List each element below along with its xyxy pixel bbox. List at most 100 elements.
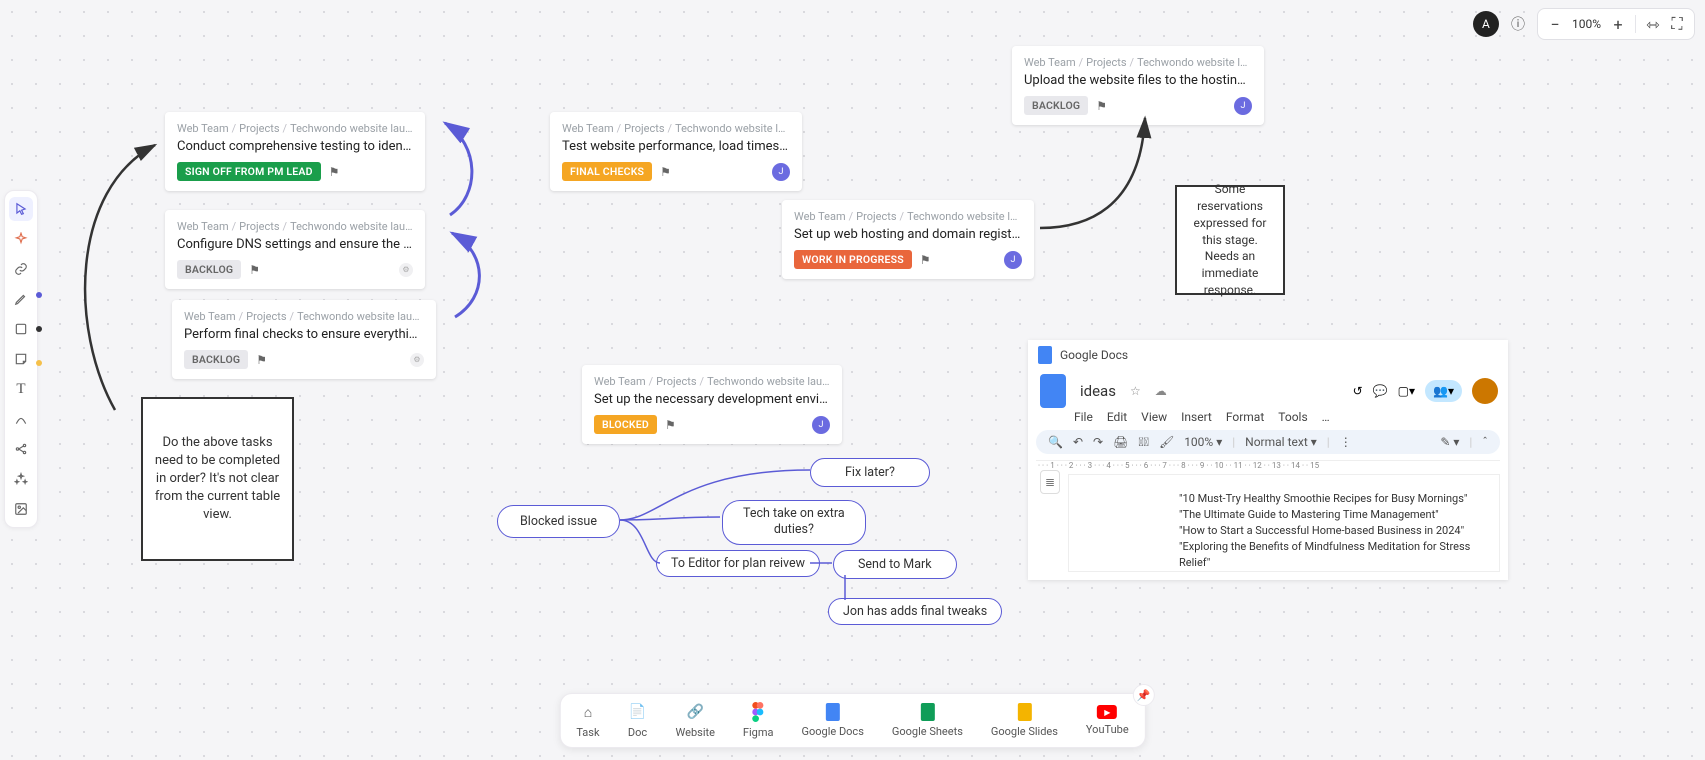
task-card[interactable]: Web Team/Projects/Techwondo website laun…	[782, 200, 1034, 279]
sticky-tool[interactable]	[9, 347, 33, 371]
menu-tools[interactable]: Tools	[1278, 410, 1307, 424]
flag-icon[interactable]: ⚑	[256, 353, 267, 367]
pen-tool[interactable]	[9, 287, 33, 311]
menu-insert[interactable]: Insert	[1181, 410, 1212, 424]
gdoc-line: "Top 5 Travel Destinations for Adventure…	[1179, 571, 1479, 572]
text-tool[interactable]: T	[9, 377, 33, 401]
fullscreen-icon[interactable]: ⛶	[1666, 14, 1688, 34]
gdoc-menu: File Edit View Insert Format Tools …	[1028, 410, 1508, 430]
zoom-out-button[interactable]: −	[1544, 15, 1566, 34]
menu-file[interactable]: File	[1074, 410, 1093, 424]
assignee-avatar[interactable]: J	[772, 163, 790, 181]
mindmap-tool[interactable]	[9, 437, 33, 461]
assignee-avatar[interactable]: J	[1004, 251, 1022, 269]
mindmap-node[interactable]: Tech take on extraduties?	[722, 500, 866, 545]
paint-icon[interactable]: 🖌	[1159, 435, 1174, 449]
menu-more[interactable]: …	[1322, 410, 1330, 424]
profile-avatar[interactable]	[1472, 378, 1498, 404]
gear-icon[interactable]: ⚙	[399, 263, 413, 277]
mindmap-node[interactable]: To Editor for plan reivew	[656, 550, 820, 577]
status-badge: BLOCKED	[594, 415, 657, 434]
ai-tool[interactable]	[9, 467, 33, 491]
mindmap-node[interactable]: Blocked issue	[497, 505, 620, 538]
connector-tool[interactable]	[9, 407, 33, 431]
assignee-avatar[interactable]: J	[1234, 97, 1252, 115]
task-card[interactable]: Web Team/Projects/Techwondo website laun…	[172, 300, 436, 379]
print-icon[interactable]: 🖨	[1113, 435, 1128, 449]
redo-icon[interactable]: ↷	[1093, 435, 1103, 449]
gdoc-line: "Exploring the Benefits of Mindfulness M…	[1179, 539, 1479, 571]
assignee-avatar[interactable]: J	[812, 416, 830, 434]
user-avatar[interactable]: A	[1473, 11, 1499, 37]
flag-icon[interactable]: ⚑	[249, 263, 260, 277]
search-icon[interactable]: 🔍	[1048, 435, 1063, 449]
shape-tool[interactable]	[9, 317, 33, 341]
task-title: Test website performance, load times, an…	[562, 139, 790, 154]
dock-gsheets[interactable]: Google Sheets	[892, 703, 963, 738]
task-card[interactable]: Web Team/Projects/Techwondo website laun…	[1012, 46, 1264, 125]
more-icon[interactable]: ⋮	[1340, 435, 1352, 449]
dock-task[interactable]: ⌂Task	[576, 702, 599, 739]
mindmap-node[interactable]: Send to Mark	[833, 550, 957, 579]
breadcrumb: Web Team/Projects/Techwondo website laun…	[177, 220, 413, 233]
mindmap-node[interactable]: Jon has adds final tweaks	[828, 598, 1002, 625]
star-icon[interactable]: ☆	[1130, 384, 1141, 398]
task-title: Conduct comprehensive testing to identif…	[177, 139, 413, 154]
dock-doc[interactable]: 📄Doc	[628, 702, 648, 739]
fit-width-icon[interactable]: ⇿	[1642, 15, 1664, 34]
gdoc-title[interactable]: ideas	[1080, 382, 1116, 400]
dock-youtube[interactable]: ▶YouTube	[1086, 705, 1129, 736]
top-toolbar: A ⓘ − 100% + ⇿ ⛶	[1473, 8, 1695, 40]
status-badge: BACKLOG	[177, 260, 241, 279]
info-icon[interactable]: ⓘ	[1505, 11, 1531, 37]
gear-icon[interactable]: ⚙	[410, 353, 424, 367]
history-icon[interactable]: ↺	[1353, 384, 1363, 398]
dock-gdocs[interactable]: Google Docs	[801, 703, 863, 738]
collapse-icon[interactable]: ˆ	[1482, 435, 1488, 449]
gdoc-titlebar: ideas ☆ ☁ ↺ 💬 ▢▾ 👥▾	[1028, 370, 1508, 410]
undo-icon[interactable]: ↶	[1073, 435, 1083, 449]
mindmap-node[interactable]: Fix later?	[810, 458, 930, 487]
task-card[interactable]: Web Team/Projects/Techwondo website laun…	[550, 112, 802, 191]
image-tool[interactable]	[9, 497, 33, 521]
dock-website[interactable]: 🔗Website	[676, 702, 715, 739]
menu-edit[interactable]: Edit	[1107, 410, 1127, 424]
google-docs-embed[interactable]: Google Docs ideas ☆ ☁ ↺ 💬 ▢▾ 👥▾ File Edi…	[1028, 340, 1508, 580]
comment-icon[interactable]: 💬	[1373, 384, 1388, 398]
flag-icon[interactable]: ⚑	[329, 165, 340, 179]
meet-icon[interactable]: ▢▾	[1398, 384, 1415, 398]
flag-icon[interactable]: ⚑	[665, 418, 676, 432]
zoom-in-button[interactable]: +	[1607, 15, 1629, 34]
flag-icon[interactable]: ⚑	[920, 253, 931, 267]
link-tool[interactable]	[9, 257, 33, 281]
note-box[interactable]: Do the above tasks need to be completed …	[141, 397, 294, 561]
task-card[interactable]: Web Team/Projects/Techwondo website laun…	[582, 365, 842, 444]
note-box[interactable]: Some reservations expressed for this sta…	[1175, 185, 1285, 295]
flag-icon[interactable]: ⚑	[1096, 99, 1107, 113]
style-dropdown[interactable]: Normal text ▾	[1245, 435, 1317, 449]
flag-icon[interactable]: ⚑	[660, 165, 671, 179]
editing-mode[interactable]: ✎ ▾	[1440, 435, 1459, 449]
task-title: Upload the website files to the hosting …	[1024, 73, 1252, 88]
zoom-dropdown[interactable]: 100% ▾	[1184, 435, 1222, 449]
gdoc-app-name: Google Docs	[1060, 348, 1128, 362]
outline-icon[interactable]: ≣	[1040, 470, 1060, 494]
gdoc-page[interactable]: "10 Must-Try Healthy Smoothie Recipes fo…	[1068, 474, 1500, 572]
menu-format[interactable]: Format	[1226, 410, 1264, 424]
gslides-icon	[1017, 703, 1031, 721]
share-button[interactable]: 👥▾	[1425, 380, 1462, 402]
gdoc-line: "How to Start a Successful Home-based Bu…	[1179, 523, 1479, 539]
sparkle-tool[interactable]	[9, 227, 33, 251]
breadcrumb: Web Team/Projects/Techwondo website laun…	[1024, 56, 1252, 69]
gdocs-icon	[826, 703, 840, 721]
menu-view[interactable]: View	[1141, 410, 1167, 424]
dock-figma[interactable]: Figma	[743, 702, 774, 739]
pointer-tool[interactable]	[9, 197, 33, 221]
spellcheck-icon[interactable]: Ａ̲	[1138, 435, 1149, 449]
task-card[interactable]: Web Team/Projects/Techwondo website laun…	[165, 210, 425, 289]
dock-gslides[interactable]: Google Slides	[991, 703, 1058, 738]
gdoc-line: "10 Must-Try Healthy Smoothie Recipes fo…	[1179, 491, 1479, 507]
task-card[interactable]: Web Team/Projects/Techwondo website laun…	[165, 112, 425, 191]
breadcrumb: Web Team/Projects/Techwondo website laun…	[184, 310, 424, 323]
gdocs-icon	[1038, 346, 1052, 364]
